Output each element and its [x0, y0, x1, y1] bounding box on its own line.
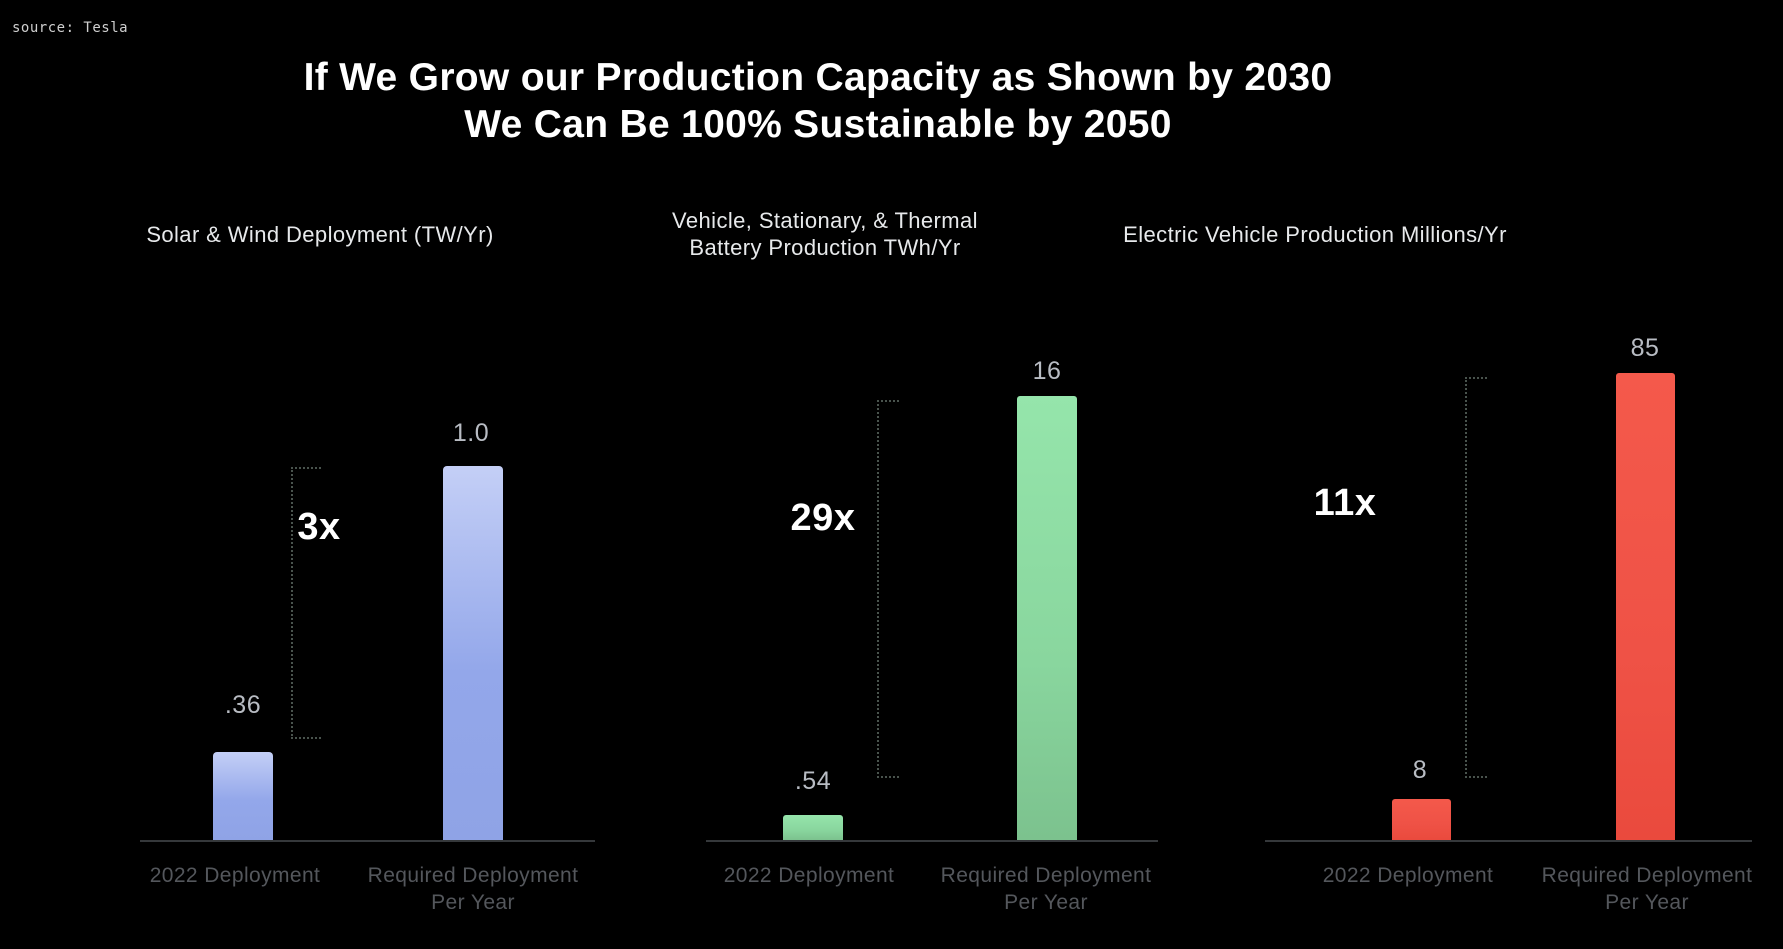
chart-title-battery-line-1: Vehicle, Stationary, & Thermal	[672, 208, 978, 233]
bar-battery-2022	[783, 815, 843, 840]
main-title: If We Grow our Production Capacity as Sh…	[0, 54, 1636, 148]
value-label-battery-2022: .54	[794, 767, 832, 795]
axis-label-solar-wind-required: Required Deployment Per Year	[353, 862, 593, 916]
growth-bracket-battery	[877, 400, 899, 778]
multiplier-solar-wind: 3x	[297, 506, 341, 548]
axis-baseline-battery	[706, 840, 1158, 842]
axis-label-text: Per Year	[431, 891, 515, 914]
bar-solar-wind-2022	[213, 752, 273, 840]
chart-title-battery: Vehicle, Stationary, & Thermal Battery P…	[565, 207, 1085, 261]
bar-ev-required	[1616, 373, 1675, 840]
value-label-battery-required: 16	[1032, 357, 1062, 385]
growth-bracket-ev	[1465, 377, 1487, 778]
axis-label-ev-2022: 2022 Deployment	[1308, 862, 1508, 889]
axis-label-ev-required: Required Deployment Per Year	[1527, 862, 1767, 916]
chart-title-solar-wind-line-1: Solar & Wind Deployment (TW/Yr)	[146, 222, 494, 247]
axis-label-text: 2022 Deployment	[723, 864, 895, 887]
axis-label-text: Required Deployment	[1541, 864, 1753, 887]
value-label-solar-wind-2022: .36	[224, 691, 262, 719]
axis-baseline-ev	[1265, 840, 1752, 842]
axis-label-text: Per Year	[1004, 891, 1088, 914]
growth-bracket-solar-wind	[291, 467, 321, 739]
chart-title-ev: Electric Vehicle Production Millions/Yr	[1055, 221, 1575, 248]
axis-label-battery-2022: 2022 Deployment	[709, 862, 909, 889]
axis-label-text: Required Deployment	[367, 864, 579, 887]
axis-label-text: 2022 Deployment	[1322, 864, 1494, 887]
multiplier-ev: 11x	[1313, 482, 1377, 524]
multiplier-battery: 29x	[790, 497, 856, 539]
value-label-solar-wind-required: 1.0	[452, 419, 490, 447]
chart-title-solar-wind: Solar & Wind Deployment (TW/Yr)	[60, 221, 580, 248]
axis-label-text: Per Year	[1605, 891, 1689, 914]
axis-label-battery-required: Required Deployment Per Year	[926, 862, 1166, 916]
chart-title-battery-line-2: Battery Production TWh/Yr	[689, 235, 961, 260]
axis-label-solar-wind-2022: 2022 Deployment	[135, 862, 335, 889]
bar-solar-wind-required	[443, 466, 503, 840]
bar-battery-required	[1017, 396, 1077, 840]
main-title-line-1: If We Grow our Production Capacity as Sh…	[303, 56, 1333, 99]
bar-ev-2022	[1392, 799, 1451, 840]
chart-title-ev-line-1: Electric Vehicle Production Millions/Yr	[1123, 222, 1507, 247]
axis-label-text: 2022 Deployment	[149, 864, 321, 887]
axis-label-text: Required Deployment	[940, 864, 1152, 887]
value-label-ev-required: 85	[1630, 334, 1660, 362]
axis-baseline-solar-wind	[140, 840, 595, 842]
value-label-ev-2022: 8	[1412, 756, 1428, 784]
main-title-line-2: We Can Be 100% Sustainable by 2050	[464, 103, 1172, 146]
source-label: source: Tesla	[12, 20, 129, 36]
